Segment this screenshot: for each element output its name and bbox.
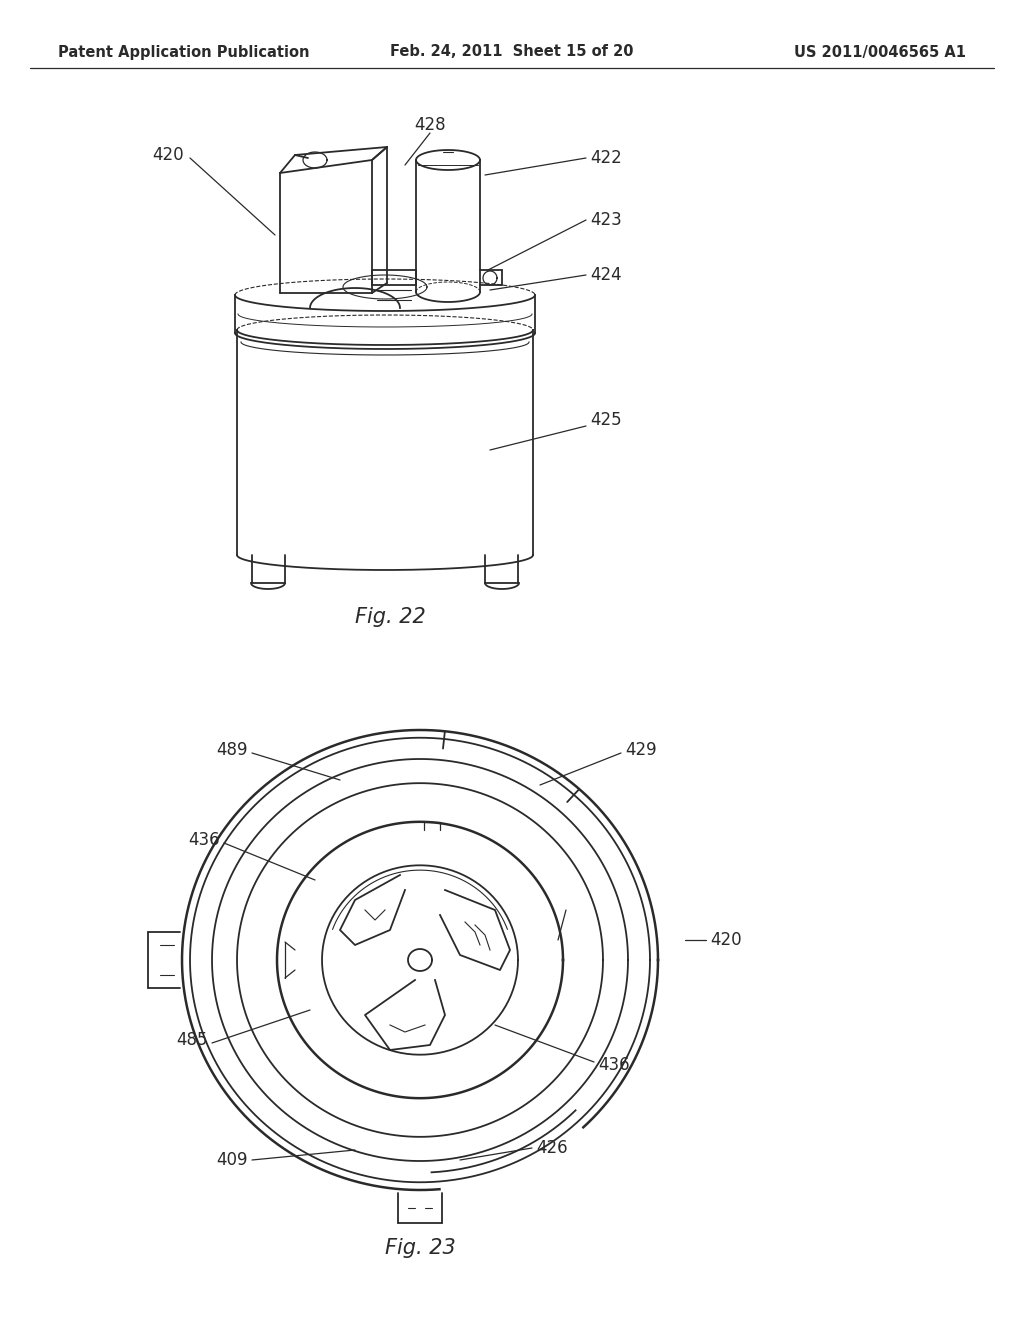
Text: 425: 425 [590,411,622,429]
Text: 420: 420 [710,931,741,949]
Text: 429: 429 [625,741,656,759]
Text: Feb. 24, 2011  Sheet 15 of 20: Feb. 24, 2011 Sheet 15 of 20 [390,45,634,59]
Text: Patent Application Publication: Patent Application Publication [58,45,309,59]
Text: 422: 422 [590,149,622,168]
Text: 409: 409 [216,1151,248,1170]
Text: 485: 485 [176,1031,208,1049]
Text: 424: 424 [590,267,622,284]
Text: 428: 428 [414,116,445,135]
Text: 423: 423 [590,211,622,228]
Text: Fig. 22: Fig. 22 [354,607,425,627]
Text: 420: 420 [152,147,183,164]
Text: 436: 436 [188,832,220,849]
Text: 436: 436 [598,1056,630,1074]
Text: Fig. 23: Fig. 23 [385,1238,456,1258]
Text: 426: 426 [536,1139,567,1158]
Text: US 2011/0046565 A1: US 2011/0046565 A1 [794,45,966,59]
Text: 489: 489 [216,741,248,759]
